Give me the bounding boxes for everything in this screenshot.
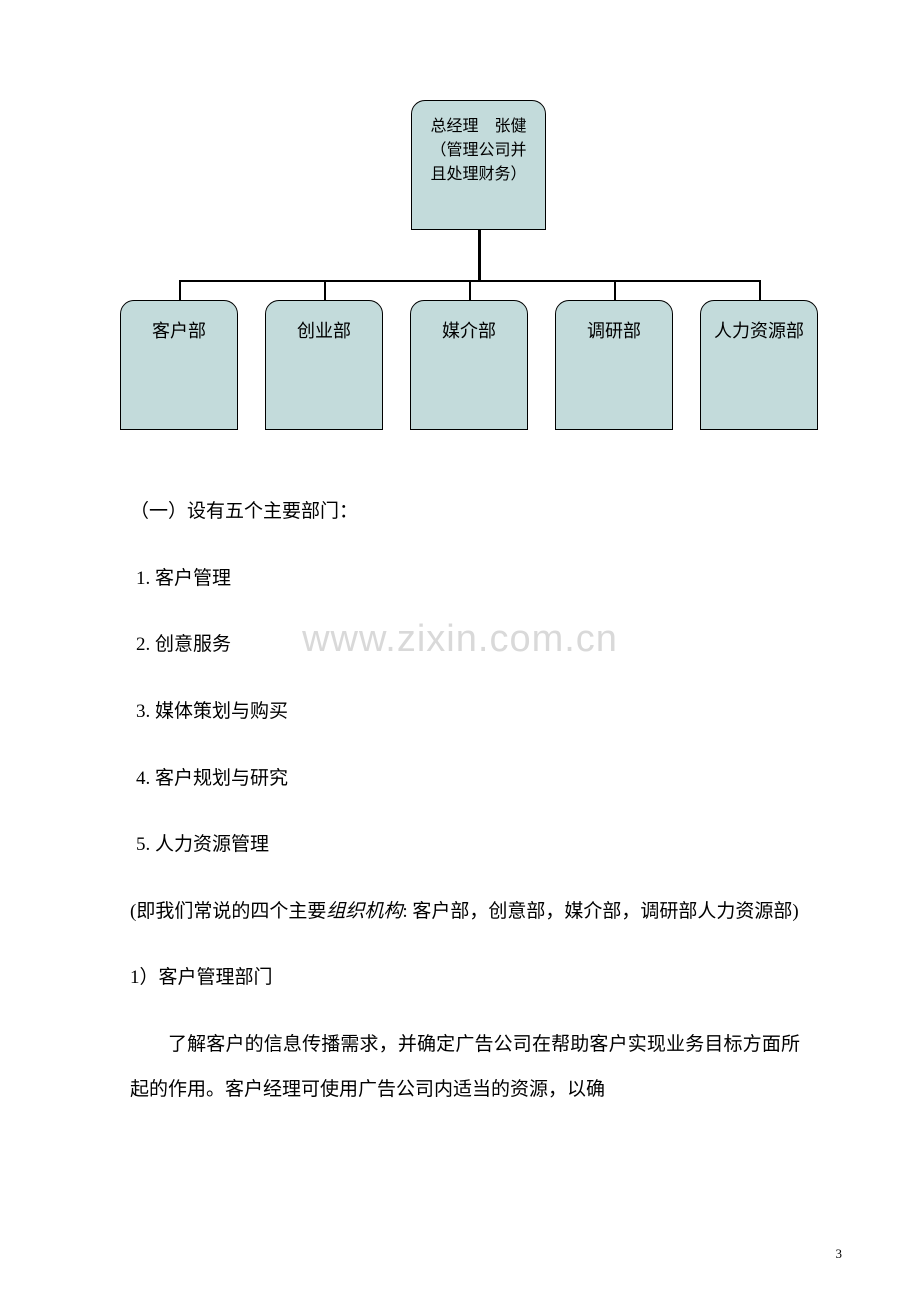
node-dept-1: 创业部: [265, 300, 383, 430]
list-item: 4. 客户规划与研究: [136, 757, 800, 802]
node-dept-4-label: 人力资源部: [714, 321, 804, 341]
node-root-line2: （管理公司并: [412, 139, 545, 163]
note-after: : 客户部，创意部，媒介部，调研部人力资源部): [402, 901, 798, 922]
page-number: 3: [836, 1246, 843, 1262]
list-item: 1. 客户管理: [136, 557, 800, 602]
sub-heading: 1）客户管理部门: [130, 956, 800, 1001]
note-before: (即我们常说的四个主要: [130, 901, 326, 922]
list-item: 3. 媒体策划与购买: [136, 690, 800, 735]
node-root: 总经理 张健 （管理公司并 且处理财务）: [411, 100, 546, 230]
node-dept-4: 人力资源部: [700, 300, 818, 430]
node-root-line1: 总经理 张健: [412, 115, 545, 139]
node-dept-1-label: 创业部: [297, 321, 351, 341]
node-dept-3-label: 调研部: [587, 321, 641, 341]
dept-list: 1. 客户管理 2. 创意服务 3. 媒体策划与购买 4. 客户规划与研究 5.…: [130, 557, 800, 868]
list-item: 2. 创意服务: [136, 623, 800, 668]
list-item: 5. 人力资源管理: [136, 823, 800, 868]
document-body: （一）设有五个主要部门： 1. 客户管理 2. 创意服务 3. 媒体策划与购买 …: [130, 490, 800, 1112]
node-dept-3: 调研部: [555, 300, 673, 430]
node-dept-2: 媒介部: [410, 300, 528, 430]
node-dept-2-label: 媒介部: [442, 321, 496, 341]
note-paragraph: (即我们常说的四个主要组织机构: 客户部，创意部，媒介部，调研部人力资源部): [130, 890, 800, 935]
note-italic: 组织机构: [326, 901, 402, 922]
node-dept-0: 客户部: [120, 300, 238, 430]
node-root-line3: 且处理财务）: [412, 163, 545, 187]
node-dept-0-label: 客户部: [152, 321, 206, 341]
org-chart: 总经理 张健 （管理公司并 且处理财务） 客户部 创业部 媒介部 调研部 人力资…: [120, 100, 800, 450]
section-heading: （一）设有五个主要部门：: [130, 490, 800, 535]
body-paragraph: 了解客户的信息传播需求，并确定广告公司在帮助客户实现业务目标方面所起的作用。客户…: [130, 1023, 800, 1112]
